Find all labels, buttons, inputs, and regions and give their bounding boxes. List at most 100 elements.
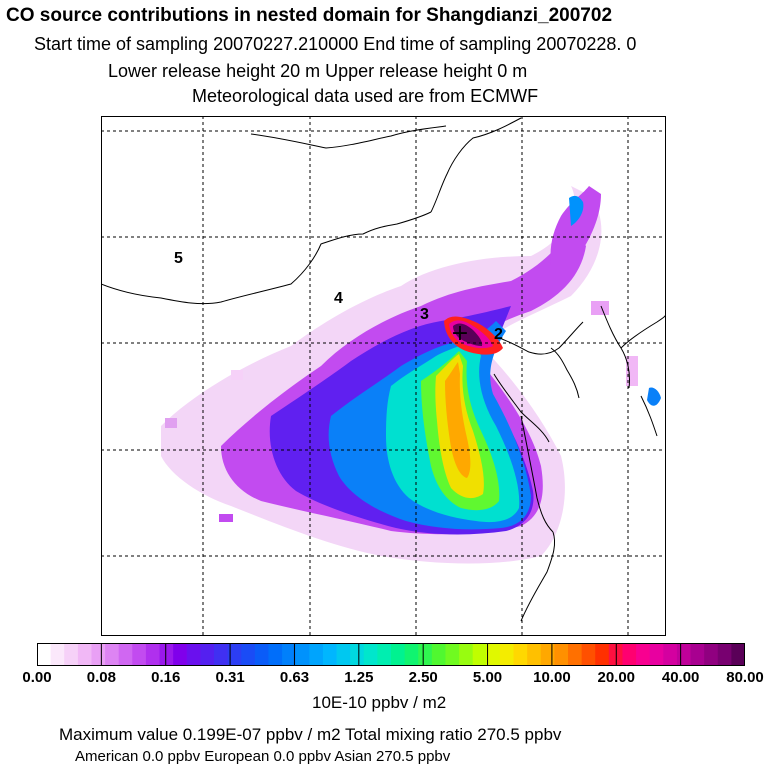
- colorbar-cell: [445, 643, 460, 666]
- map-plot: + 5 4 3 2: [101, 116, 666, 636]
- colorbar-tick-label: 0.31: [215, 669, 245, 686]
- colorbar-cell: [145, 643, 161, 666]
- release-height-line: Lower release height 20 m Upper release …: [108, 61, 528, 81]
- colorbar-cell: [391, 643, 406, 666]
- coastline: [520, 415, 554, 533]
- colorbar-tick-label: 80.00: [726, 669, 764, 686]
- lat-lon-grid: [101, 116, 666, 636]
- region-label-2: 2: [494, 326, 503, 343]
- colorbar-cell: [431, 643, 447, 666]
- map-frame: [101, 116, 666, 636]
- colorbar-cell: [350, 643, 365, 666]
- plume-west-spot: [219, 514, 233, 522]
- chart-title: CO source contributions in nested domain…: [6, 5, 613, 26]
- colorbar-cell: [676, 643, 692, 666]
- colorbar-cell: [363, 643, 378, 666]
- colorbar-cell: [282, 643, 297, 666]
- meteorological-data-line: Meteorological data used are from ECMWF: [192, 86, 539, 106]
- colorbar-cell: [513, 643, 528, 666]
- colorbar-tick-label: 10.00: [533, 669, 571, 686]
- colorbar-tick-label: 5.00: [472, 669, 503, 686]
- source-region-summary: American 0.0 ppbv European 0.0 ppbv Asia…: [75, 748, 451, 765]
- colorbar-cell: [37, 643, 52, 666]
- colorbar-cell: [173, 643, 188, 666]
- colorbar-tick-label: 0.16: [151, 669, 181, 686]
- plume-west-spot: [231, 370, 243, 380]
- colorbar-cell: [200, 643, 215, 666]
- colorbar-cell: [159, 643, 174, 666]
- colorbar-cell: [486, 643, 501, 666]
- colorbar-tick-label: 20.00: [597, 669, 636, 686]
- region-label-3: 3: [420, 306, 429, 323]
- colorbar-cell: [64, 643, 79, 666]
- colorbar-cell: [309, 643, 324, 666]
- coastline-lines: [101, 117, 666, 622]
- colorbar-cell: [704, 643, 719, 666]
- receptor-marker: +: [451, 321, 469, 346]
- colorbar-cell: [731, 643, 745, 666]
- plume-orange: [445, 362, 471, 478]
- colorbar-cell: [254, 643, 270, 666]
- colorbar-cell: [404, 643, 419, 666]
- colorbar-unit: 10E-10 ppbv / m2: [312, 693, 447, 712]
- colorbar-cell: [241, 643, 256, 666]
- plume-east-spot: [647, 387, 661, 406]
- colorbar-cell: [663, 643, 678, 666]
- coastline: [493, 373, 550, 443]
- region-label-5: 5: [174, 250, 183, 267]
- colorbar-cell: [227, 643, 242, 666]
- coastline: [640, 395, 658, 437]
- colorbar-cell: [581, 643, 596, 666]
- colorbar-tick-label: 1.25: [344, 669, 374, 686]
- colorbar-cell: [50, 643, 65, 666]
- coastline: [498, 321, 584, 355]
- region-label-4: 4: [334, 290, 343, 307]
- colorbar: [37, 643, 745, 666]
- colorbar-cell: [418, 643, 433, 666]
- colorbar-tick-label: 0.08: [86, 669, 116, 686]
- colorbar-cell: [459, 643, 474, 666]
- plume-ne-cyan: [569, 195, 584, 226]
- colorbar-cell: [77, 643, 93, 666]
- colorbar-tick-label: 2.50: [408, 669, 438, 686]
- colorbar-cell: [540, 643, 555, 666]
- coastline: [600, 305, 630, 389]
- colorbar-cell: [554, 643, 569, 666]
- coastline: [520, 531, 556, 622]
- colorbar-tick-label: 0.00: [22, 669, 52, 686]
- border-line: [101, 211, 432, 305]
- max-value-summary: Maximum value 0.199E-07 ppbv / m2 Total …: [59, 725, 562, 744]
- colorbar-cell: [186, 643, 201, 666]
- colorbar-cell: [717, 643, 732, 666]
- plume-ne-arm: [550, 186, 601, 266]
- colorbar-cell: [91, 643, 106, 666]
- border-line: [430, 117, 522, 213]
- colorbar-cell: [568, 643, 583, 666]
- plume-heatmap: [161, 186, 661, 564]
- colorbar-cell: [132, 643, 147, 666]
- colorbar-cell: [636, 643, 651, 666]
- colorbar-cell: [499, 643, 515, 666]
- colorbar-cell: [322, 643, 338, 666]
- colorbar-cell: [268, 643, 283, 666]
- colorbar-cell: [595, 643, 610, 666]
- colorbar-cell: [527, 643, 542, 666]
- colorbar-tick-label: 40.00: [661, 669, 700, 686]
- coastline: [550, 347, 580, 399]
- colorbar-cell: [690, 643, 705, 666]
- receptor-cross: +: [451, 321, 469, 346]
- colorbar-cell: [622, 643, 637, 666]
- colorbar-cell: [649, 643, 664, 666]
- hotspot-dark: [453, 323, 483, 346]
- colorbar-cell: [105, 643, 120, 666]
- sampling-time-line: Start time of sampling 20070227.210000 E…: [34, 34, 637, 54]
- colorbar-frame: [37, 643, 745, 666]
- border-line: [250, 125, 447, 149]
- plume-east-spot: [626, 356, 638, 386]
- colorbar-cell: [295, 643, 310, 666]
- colorbar-tick-label: 0.63: [279, 669, 310, 686]
- plume-west-spot: [165, 418, 177, 428]
- colorbar-cell: [377, 643, 392, 666]
- colorbar-cell: [214, 643, 229, 666]
- colorbar-cell: [118, 643, 133, 666]
